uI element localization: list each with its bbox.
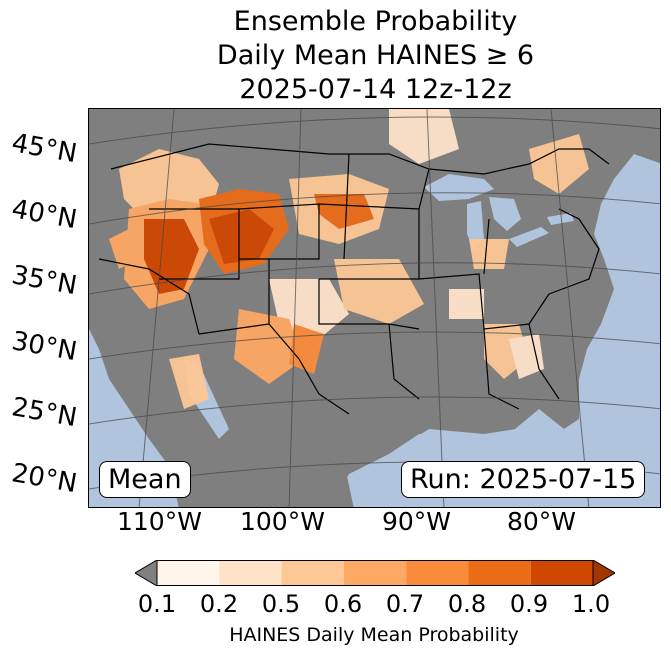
- lat-label-40: 40°N: [9, 194, 80, 236]
- run-label: Run: 2025-07-15: [401, 461, 646, 498]
- probability-patches: [109, 109, 589, 409]
- lat-label-30: 30°N: [9, 326, 80, 368]
- title-line-1: Ensemble Probability: [233, 6, 518, 37]
- colorbar-cell: [343, 560, 407, 586]
- lon-label-80: 80°W: [507, 507, 577, 536]
- cbar-tick-5: 0.8: [447, 590, 487, 618]
- lake-erie: [509, 227, 549, 247]
- lon-label-110: 110°W: [117, 507, 202, 536]
- map-panel: Mean Run: 2025-07-15: [88, 108, 661, 508]
- cbar-tick-0: 0.1: [137, 590, 177, 618]
- colorbar-cell: [219, 560, 282, 586]
- colorbar-cell: [406, 560, 469, 586]
- colorbar-cell: [530, 560, 593, 586]
- colorbar: [135, 560, 615, 586]
- colorbar-cell: [468, 560, 531, 586]
- lat-label-35: 35°N: [9, 260, 80, 302]
- lake-superior: [424, 174, 494, 201]
- graticule: [89, 109, 660, 507]
- cbar-tick-4: 0.7: [385, 590, 425, 618]
- cbar-tick-3: 0.6: [323, 590, 363, 618]
- colorbar-label: HAINES Daily Mean Probability: [229, 624, 519, 646]
- lake-huron: [489, 197, 521, 231]
- lat-label-25: 25°N: [9, 392, 80, 434]
- colorbar-cell: [157, 560, 220, 586]
- colorbar-over: [592, 560, 615, 586]
- lat-label-20: 20°N: [9, 458, 80, 500]
- lake-michigan: [467, 201, 484, 251]
- mean-label: Mean: [99, 461, 191, 498]
- colorbar-cell: [281, 560, 344, 586]
- lake-ontario: [547, 213, 574, 225]
- lat-label-45: 45°N: [9, 128, 80, 170]
- cbar-tick-2: 0.5: [261, 590, 301, 618]
- cbar-tick-7: 1.0: [571, 590, 611, 618]
- cbar-tick-6: 0.9: [509, 590, 549, 618]
- title-line-2: Daily Mean HAINES ≥ 6: [216, 40, 535, 71]
- colorbar-under: [135, 560, 158, 586]
- lon-label-90: 90°W: [382, 507, 452, 536]
- title-line-3: 2025-07-14 12z-12z: [239, 74, 512, 105]
- map-canvas: [89, 109, 660, 507]
- cbar-tick-1: 0.2: [199, 590, 239, 618]
- mexico-land: [249, 439, 354, 507]
- lon-label-100: 100°W: [240, 507, 325, 536]
